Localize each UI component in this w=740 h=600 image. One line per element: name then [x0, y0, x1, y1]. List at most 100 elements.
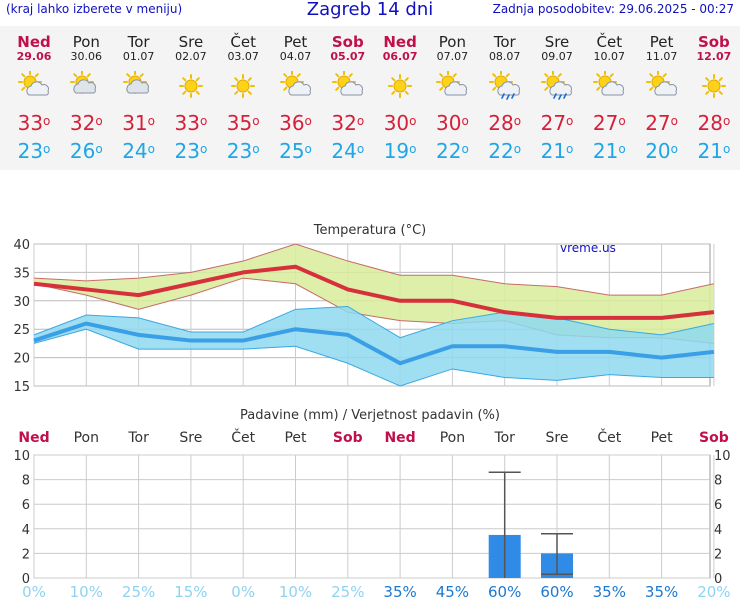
day-name: Sre: [544, 33, 570, 51]
precip-probability: 15%: [174, 583, 207, 600]
sun-cloud-icon: [331, 71, 363, 96]
day-label: Pet: [284, 430, 307, 446]
plot-area: [33, 454, 711, 579]
day-date: 05.07: [330, 50, 366, 63]
y-tick-label-left: 10: [13, 449, 30, 464]
temp-min: 21o: [592, 139, 626, 163]
y-tick-label: 15: [13, 380, 30, 394]
day-name: Tor: [493, 33, 516, 51]
precip-probability: 25%: [331, 583, 364, 600]
temp-max: 27o: [540, 111, 574, 135]
watermark: vreme.us: [560, 241, 616, 255]
temp-max: 27o: [645, 111, 678, 135]
day-label: Sre: [179, 430, 202, 446]
precip-probability: 60%: [540, 583, 573, 600]
day-name: Ned: [383, 33, 417, 51]
y-tick-label-left: 4: [22, 523, 30, 538]
day-label: Pon: [440, 430, 465, 446]
temp-min: 19o: [383, 139, 417, 163]
y-tick-label: 40: [13, 238, 30, 253]
day-column[interactable]: Pon 07.07 30o 22o: [426, 26, 478, 164]
day-name: Pet: [649, 33, 674, 51]
day-name: Sob: [697, 33, 730, 51]
precip-probability: 60%: [488, 583, 521, 600]
day-label: Pon: [74, 430, 99, 446]
precip-probability: 35%: [645, 583, 678, 600]
day-name: Čet: [596, 33, 623, 51]
temp-min: 24o: [122, 139, 155, 163]
day-column[interactable]: Čet 03.07 35o 23o: [217, 26, 269, 164]
day-column[interactable]: Pon 30.06 32o 26o: [60, 26, 112, 164]
cloudy-sun-icon: [70, 71, 97, 94]
sun-cloud-icon: [279, 71, 311, 96]
day-date: 07.07: [436, 50, 469, 63]
precip-probability: 45%: [436, 583, 469, 600]
day-column[interactable]: Tor 01.07 31o 24o: [113, 26, 165, 164]
temp-max: 31o: [122, 111, 155, 135]
sun-icon: [388, 74, 413, 98]
y-tick-label-right: 0: [714, 572, 722, 587]
day-column[interactable]: Tor 08.07 28o 22o: [479, 26, 531, 164]
location-hint[interactable]: (kraj lahko izberete v meniju): [6, 2, 183, 16]
day-date: 08.07: [488, 50, 521, 63]
y-tick-label-left: 6: [22, 498, 30, 513]
sun-cloud-rain-icon: [541, 71, 572, 100]
temp-max: 32o: [331, 111, 365, 135]
sun-icon: [178, 74, 203, 98]
day-column[interactable]: Sre 02.07 33o 23o: [165, 26, 217, 164]
y-tick-label-left: 2: [22, 547, 30, 562]
day-name: Sre: [178, 33, 204, 51]
day-column[interactable]: Sob 05.07 32o 24o: [322, 26, 374, 164]
day-label: Sob: [333, 430, 363, 446]
sun-cloud-icon: [645, 71, 677, 96]
day-date: 12.07: [696, 50, 732, 63]
day-date: 01.07: [122, 50, 155, 63]
day-label: Čet: [597, 428, 621, 446]
day-column[interactable]: Sob 12.07 28o 21o: [688, 26, 740, 164]
temp-min: 20o: [645, 139, 678, 163]
sun-cloud-icon: [593, 71, 625, 96]
last-update: Zadnja posodobitev: 29.06.2025 - 00:27: [492, 2, 734, 16]
tmax-range-band-edge: [33, 243, 715, 296]
day-label: Tor: [493, 430, 515, 446]
day-column[interactable]: Čet 10.07 27o 21o: [583, 26, 635, 164]
y-tick-label-right: 10: [714, 449, 731, 464]
day-label: Ned: [18, 430, 49, 446]
y-tick-label-right: 6: [714, 498, 722, 513]
day-date: 04.07: [279, 50, 312, 63]
day-column[interactable]: Sre 09.07 27o 21o: [531, 26, 583, 164]
y-tick-label-left: 0: [22, 572, 30, 587]
precip-probability: 25%: [122, 583, 155, 600]
temp-min: 21o: [697, 139, 731, 163]
day-column[interactable]: Ned 29.06 33o 23o: [8, 26, 60, 164]
day-date: 02.07: [175, 50, 207, 63]
sun-icon: [701, 74, 726, 98]
day-date: 09.07: [541, 50, 573, 63]
day-name: Pon: [438, 33, 466, 51]
temp-min: 23o: [17, 139, 51, 163]
temperature-chart: Temperatura (°C) 15 20 25 30 35 40 vreme.us: [13, 223, 715, 394]
day-name: Čet: [230, 33, 256, 51]
temp-max: 33o: [174, 111, 208, 135]
precipitation-chart: Padavine (mm) / Verjetnost padavin (%) Ne…: [13, 408, 731, 600]
day-date: 30.06: [70, 50, 103, 63]
precip-error-bar: [488, 471, 521, 578]
precip-probability: 35%: [593, 583, 626, 600]
day-column[interactable]: Ned 06.07 30o 19o: [374, 26, 426, 164]
day-name: Pon: [72, 33, 100, 51]
y-tick-label-right: 4: [714, 523, 722, 538]
y-tick-label: 25: [13, 323, 30, 338]
day-label: Tor: [127, 430, 149, 446]
temp-min: 23o: [226, 139, 260, 163]
precip-probability: 20%: [697, 583, 730, 600]
day-name: Ned: [17, 33, 51, 51]
sun-cloud-icon: [436, 71, 468, 96]
y-tick-label: 20: [13, 352, 30, 367]
y-tick-label-right: 8: [714, 474, 722, 489]
day-column[interactable]: Pet 11.07 27o 20o: [636, 26, 688, 164]
temp-max: 27o: [592, 111, 626, 135]
day-column[interactable]: Pet 04.07 36o 25o: [270, 26, 322, 164]
page-title: Zagreb 14 dni: [306, 0, 434, 20]
temp-max: 36o: [279, 111, 312, 135]
y-tick-label-left: 8: [22, 474, 30, 489]
